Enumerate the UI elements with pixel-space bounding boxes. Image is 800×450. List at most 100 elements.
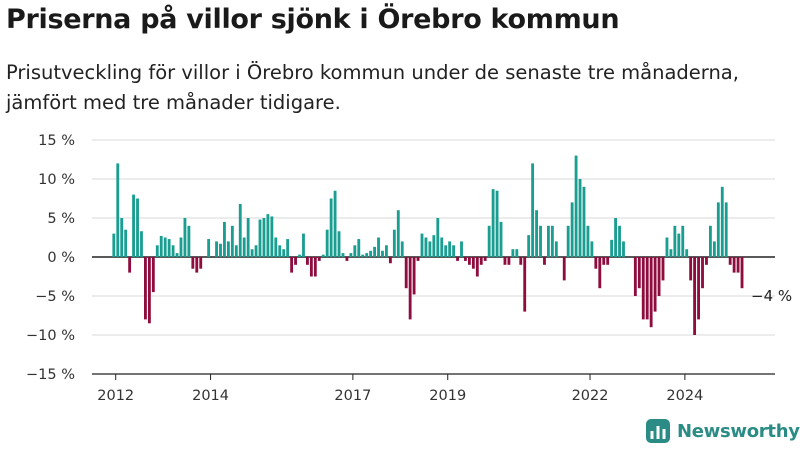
bar [266, 214, 270, 257]
bar [535, 210, 538, 257]
bar [377, 237, 380, 257]
bar [420, 233, 424, 257]
bar [230, 225, 234, 257]
bar [669, 249, 673, 257]
x-tick-label: 2012 [97, 388, 134, 404]
bar [242, 237, 246, 257]
bar [286, 239, 290, 257]
bar [215, 241, 218, 257]
bar [325, 229, 329, 257]
bar [404, 257, 408, 289]
bar [673, 225, 677, 257]
x-tick-label: 2019 [429, 388, 466, 404]
bar [207, 239, 211, 257]
bar [602, 257, 606, 265]
bar [408, 257, 412, 320]
bar [614, 218, 618, 257]
y-tick-label: −15 % [26, 367, 75, 383]
bar [487, 225, 491, 257]
bar [460, 241, 463, 257]
bar [543, 257, 546, 265]
bar [728, 257, 732, 265]
bar [199, 257, 203, 269]
bar [140, 231, 143, 257]
x-tick-label: 2024 [666, 388, 703, 404]
bar [167, 239, 171, 257]
bar [226, 241, 230, 257]
bar [250, 249, 254, 257]
bar [633, 257, 637, 296]
bar [436, 218, 440, 257]
bar [183, 218, 187, 257]
y-tick-label: −10 % [26, 328, 75, 344]
bar [582, 186, 586, 257]
bar [128, 257, 132, 273]
bar [116, 163, 120, 257]
bar [689, 257, 693, 281]
bar [598, 257, 602, 289]
bar [428, 241, 432, 257]
y-tick-label: −5 % [35, 289, 75, 305]
x-axis: 2012 2014 2017 2019 2022 2024 [92, 373, 775, 404]
bar [361, 254, 365, 257]
bar [495, 190, 499, 257]
bar [353, 245, 357, 257]
bar [262, 218, 266, 257]
last-value-annotation: −4 % [751, 287, 792, 305]
bar [456, 257, 459, 261]
bar [373, 246, 377, 257]
bar [697, 257, 700, 320]
bar [333, 190, 337, 257]
bar [681, 225, 685, 257]
bar [381, 250, 384, 257]
bar [365, 253, 369, 257]
bar [578, 179, 582, 257]
bar [574, 155, 578, 257]
bar [590, 241, 594, 257]
bar [246, 218, 250, 257]
bar [175, 253, 179, 257]
bar [724, 202, 728, 257]
bar [396, 210, 400, 257]
bar [527, 235, 531, 257]
bar [132, 194, 135, 257]
bar [637, 257, 641, 289]
bar [653, 257, 657, 312]
bar [337, 231, 341, 257]
bar [716, 202, 720, 257]
brand-name: Newsworthy [677, 420, 800, 442]
bar [491, 189, 495, 257]
bar [483, 257, 487, 261]
bar [274, 237, 278, 257]
bar [562, 257, 566, 281]
bar [566, 225, 570, 257]
bar [238, 203, 242, 257]
bar [219, 243, 222, 257]
bar [594, 257, 598, 269]
bar [163, 237, 167, 257]
bar [223, 221, 226, 257]
bar [345, 257, 349, 261]
bar [511, 249, 515, 257]
bar [321, 254, 325, 257]
bar [144, 257, 147, 320]
bar [661, 257, 665, 281]
y-tick-label: 15 % [38, 133, 75, 149]
bar [151, 257, 155, 293]
bar [290, 257, 294, 273]
bar [503, 257, 507, 265]
bar [685, 249, 689, 257]
bar [444, 245, 448, 257]
bar [305, 257, 309, 265]
bar [278, 245, 282, 257]
y-tick-label: 5 % [47, 211, 75, 227]
bar [171, 245, 175, 257]
bar [309, 257, 313, 277]
bar-chart-logo-icon [646, 419, 670, 443]
bar [412, 257, 416, 295]
annotation-group: −4 % [751, 287, 792, 305]
bar [294, 257, 297, 265]
bar [499, 221, 503, 257]
bar [179, 237, 183, 257]
